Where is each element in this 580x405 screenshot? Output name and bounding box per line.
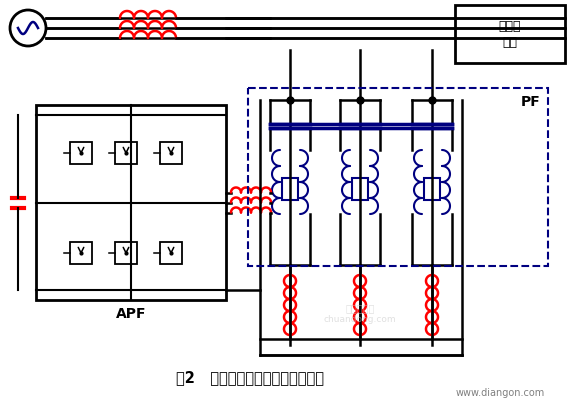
Bar bbox=[282, 178, 298, 200]
Bar bbox=[160, 242, 182, 264]
Bar bbox=[455, 5, 565, 63]
Text: PF: PF bbox=[520, 95, 540, 109]
Bar bbox=[70, 242, 92, 264]
Bar bbox=[248, 88, 548, 266]
Bar bbox=[352, 178, 368, 200]
Text: 中国传动网: 中国传动网 bbox=[345, 303, 375, 313]
Text: 非线性: 非线性 bbox=[499, 21, 521, 34]
Text: APF: APF bbox=[116, 307, 146, 321]
Text: chuandong.com: chuandong.com bbox=[324, 315, 396, 324]
Bar bbox=[70, 142, 92, 164]
Bar bbox=[115, 242, 137, 264]
Text: www.diangon.com: www.diangon.com bbox=[455, 388, 545, 398]
Text: 负载: 负载 bbox=[502, 36, 517, 49]
Bar bbox=[36, 105, 226, 300]
Bar bbox=[115, 142, 137, 164]
Text: 图2   混合型电力滤波器电路结构图: 图2 混合型电力滤波器电路结构图 bbox=[176, 371, 324, 386]
Bar bbox=[160, 142, 182, 164]
Bar bbox=[424, 178, 440, 200]
